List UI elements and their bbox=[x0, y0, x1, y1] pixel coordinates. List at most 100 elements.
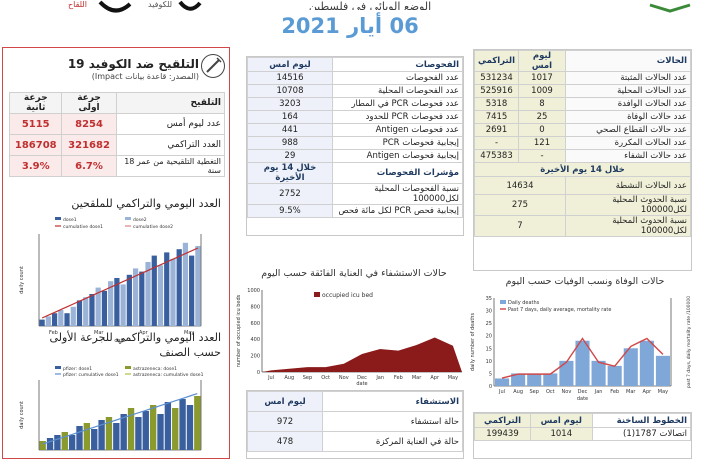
cell-label: اتصالات 1787(1) bbox=[591, 427, 692, 441]
vaccine-daily-bar bbox=[114, 278, 120, 326]
cases-panel: التراكمي ليوم امس الحالات 531234 1017 عدد … bbox=[473, 49, 692, 271]
x-tick-label: Feb bbox=[610, 389, 619, 395]
cell: 10708 bbox=[247, 84, 333, 98]
cell-label: نسبة الحدوث المحلية لكل100000 bbox=[564, 194, 692, 216]
vaccine-daily-bar bbox=[126, 274, 132, 326]
indicators-sub: خلال 14 يوم الأخيرة bbox=[247, 162, 333, 184]
cell: 1014 bbox=[530, 427, 593, 441]
vaccine-daily-bar bbox=[182, 242, 189, 326]
vaccine-dose2-header: جرعة ثانية bbox=[8, 92, 63, 114]
cell-label: التغطية التلقيحية من عمر 18 سنة bbox=[115, 155, 226, 177]
cell-label: عدد الحالات المكررة bbox=[564, 136, 692, 150]
vaccine-type-bar bbox=[39, 441, 46, 450]
cumulative-line bbox=[41, 247, 199, 319]
vaccine-daily-bar bbox=[64, 313, 70, 326]
y-tick-label: 20 bbox=[486, 334, 492, 340]
cell-label: عدد الحالات المحلية bbox=[564, 84, 692, 98]
x-tick-label: Aug bbox=[513, 389, 523, 395]
cell: 988 bbox=[247, 136, 333, 150]
lines-today-header: ليوم امس bbox=[530, 413, 593, 428]
x-tick-label: Sep bbox=[530, 389, 539, 395]
cell-label: حالة في العناية المركزة bbox=[322, 431, 463, 452]
vaccine-daily-bar bbox=[189, 255, 195, 326]
vaccine-type-bar bbox=[46, 438, 54, 450]
vaccine-type-bar bbox=[127, 408, 135, 450]
y-tick-label: 30 bbox=[486, 309, 492, 315]
cell: - bbox=[473, 136, 520, 150]
cell-label: إيجابية فحوصات Antigen bbox=[331, 149, 464, 163]
logo-text-2: للكوفيد bbox=[148, 0, 173, 9]
cell: 1017 bbox=[518, 71, 566, 85]
icu-chart: 0 200 400 600 800 1000 Jul Aug Sep Oct Nov Dec Jan Fe… bbox=[234, 282, 468, 387]
legend-label: occupied icu bed bbox=[322, 292, 373, 299]
cell: 275 bbox=[474, 194, 566, 216]
death-bar bbox=[575, 340, 590, 386]
vaccine-type-bar bbox=[135, 417, 142, 450]
cell-label: عدد الحالات المثبتة bbox=[564, 71, 692, 85]
death-bar bbox=[623, 348, 638, 386]
cases-table: التراكمي ليوم امس الحالات 531234 1017 عدد … bbox=[473, 50, 692, 237]
legend-label: astrazeneca: dose1 bbox=[133, 366, 177, 372]
cell: 3.9% bbox=[8, 155, 63, 177]
legend-label: astrazeneca: cumulative dose1 bbox=[133, 372, 204, 378]
table-row: 186708 321682 العدد التراكمي bbox=[8, 134, 226, 156]
vaccine-type-bar bbox=[164, 402, 172, 450]
table-row: 164 عدد فحوصات PCR للحدود bbox=[247, 110, 464, 124]
cases-last14: خلال 14 يوم الأخيرة bbox=[474, 162, 691, 177]
cell-label: عدد الفحوصات bbox=[331, 71, 464, 85]
x-tick-label: Jan bbox=[375, 375, 384, 381]
table-row: 988 إيجابية فحوصات PCR bbox=[247, 136, 464, 150]
x-tick-label: Jul bbox=[498, 389, 505, 395]
cell: 14516 bbox=[247, 71, 333, 85]
report-date: 06 أيار 2021 bbox=[281, 14, 419, 38]
x-tick-label: Dec bbox=[357, 375, 367, 381]
cell-label: عدد الحالات الوافدة bbox=[564, 97, 692, 111]
cell: 199439 bbox=[473, 427, 532, 441]
x-tick-label: May bbox=[184, 330, 194, 336]
table-row: 525916 1009 عدد الحالات المحلية bbox=[473, 84, 692, 98]
vaccine-daily-bar bbox=[51, 313, 58, 326]
y-tick-label: 15 bbox=[486, 346, 492, 352]
cell: 121 bbox=[518, 136, 566, 150]
table-row: 3.9% 6.7% التغطية التلقيحية من عمر 18 سن… bbox=[8, 155, 226, 177]
legend-swatch bbox=[55, 366, 61, 369]
cases-total-header: التراكمي bbox=[473, 50, 520, 72]
vaccine-type-bar bbox=[157, 414, 164, 450]
legend-swatch bbox=[125, 217, 131, 220]
y-axis-label: daily number of deaths bbox=[470, 313, 476, 372]
x-tick-label: Jan bbox=[594, 389, 603, 395]
cell: 531234 bbox=[473, 71, 520, 85]
legend-swatch bbox=[55, 217, 61, 220]
cell: 5318 bbox=[473, 97, 520, 111]
x-tick-label: Dec bbox=[578, 389, 588, 395]
x-tick-label: Aug bbox=[284, 375, 294, 381]
vaccine-type-bar bbox=[142, 411, 149, 450]
y-tick-label: 35 bbox=[486, 296, 492, 302]
vaccine-daily-bar bbox=[95, 287, 101, 326]
vaccine-daily-bar bbox=[151, 255, 157, 326]
mortality-line bbox=[501, 337, 664, 379]
death-bar bbox=[591, 360, 606, 386]
vaccine-section-2b: حسب الصنف bbox=[159, 346, 221, 359]
cell: - bbox=[518, 149, 566, 163]
y-tick-label: 5 bbox=[489, 371, 492, 377]
vaccine-daily-bar bbox=[39, 319, 45, 326]
table-row: 441 عدد فحوصات Antigen bbox=[247, 123, 464, 137]
cell: 6.7% bbox=[61, 155, 117, 177]
vaccine-title: التلقيح ضد الكوفيد 19 bbox=[67, 57, 199, 71]
syringe-icon bbox=[201, 54, 225, 78]
x-tick-label: Nov bbox=[562, 389, 572, 395]
death-bar bbox=[559, 360, 574, 386]
cell: 7415 bbox=[473, 110, 520, 124]
tests-today-header: ليوم امس bbox=[247, 57, 333, 72]
table-row: 9.5% إيجابية فحص PCR لكل مائة فحص bbox=[247, 204, 464, 218]
legend-swatch bbox=[125, 366, 131, 369]
table-row: 531234 1017 عدد الحالات المثبتة bbox=[473, 71, 692, 85]
vaccine-daily-bar bbox=[145, 262, 151, 326]
table-row: 10708 عدد الفحوصات المحلية bbox=[247, 84, 464, 98]
vaccine-daily-bar bbox=[170, 258, 176, 326]
x-axis-label: date bbox=[356, 381, 367, 386]
x-tick-label: Feb bbox=[49, 330, 58, 336]
indicators-label: مؤشرات الفحوصات bbox=[331, 162, 464, 184]
legend-swatch bbox=[500, 300, 506, 304]
